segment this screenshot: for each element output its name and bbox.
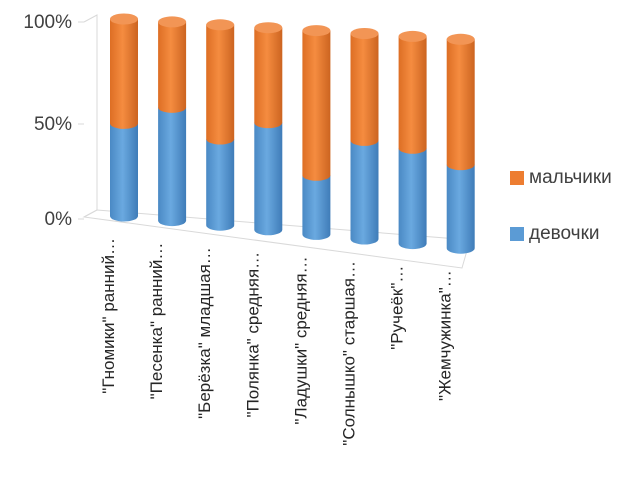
x-tick-label: "Ладушки" средняя… xyxy=(291,256,310,424)
bar-top-cap xyxy=(398,30,427,42)
bar-top-cap xyxy=(254,22,283,34)
x-tick-label: "Песенка" ранний… xyxy=(147,243,166,400)
bar-top-cap xyxy=(446,33,475,45)
bar-stack xyxy=(350,28,379,245)
bar-stack xyxy=(254,22,283,236)
y-tick-label: 50% xyxy=(34,114,72,135)
x-tick-label: "Полянка" средняя… xyxy=(243,252,262,418)
x-tick-label: "Ручеёк"… xyxy=(388,266,407,350)
bar-stack xyxy=(302,25,331,240)
x-tick-label: "Берёзка" младшая… xyxy=(195,247,214,419)
bar-stack xyxy=(398,30,427,250)
legend-swatch-boys xyxy=(510,171,524,185)
chart-legend: мальчики девочки xyxy=(510,166,630,278)
bar-segment-boys xyxy=(110,19,138,129)
bar-top-cap xyxy=(206,19,235,31)
bar-segment-girls xyxy=(206,139,235,231)
legend-item-boys: мальчики xyxy=(510,166,630,190)
bar-stack xyxy=(446,33,475,254)
chart-back-wall xyxy=(83,14,98,218)
bar-segment-girls xyxy=(398,148,427,250)
bar-top-cap xyxy=(302,25,331,37)
bar-segment-boys xyxy=(398,36,427,154)
bar-stack xyxy=(110,13,138,222)
bar-segment-boys xyxy=(254,27,283,129)
bar-stack xyxy=(158,16,187,227)
x-tick-label: "Солнышко" старшая… xyxy=(340,261,359,446)
y-tick-label: 0% xyxy=(45,209,73,230)
bar-top-cap xyxy=(110,13,138,25)
x-tick-label: "Гномики" ранний… xyxy=(99,238,118,394)
bar-segment-girls xyxy=(110,123,138,222)
bar-segment-girls xyxy=(254,122,283,236)
legend-item-girls: девочки xyxy=(510,222,630,246)
legend-label-boys: мальчики xyxy=(529,167,612,188)
bar-segment-girls xyxy=(350,140,379,245)
bar-segment-girls xyxy=(158,107,187,227)
bar-segment-boys xyxy=(206,24,235,145)
legend-swatch-girls xyxy=(510,227,524,241)
y-tick-label: 100% xyxy=(23,12,72,33)
x-tick-label: "Жемчужинка"… xyxy=(436,270,455,401)
bar-segment-boys xyxy=(446,39,475,171)
bar-top-cap xyxy=(350,28,379,39)
bar-segment-girls xyxy=(446,164,475,254)
bar-segment-girls xyxy=(302,175,331,240)
bar-segment-boys xyxy=(302,30,331,181)
bar-stack xyxy=(206,19,235,231)
bar-segment-boys xyxy=(158,21,187,113)
bar-top-cap xyxy=(158,16,187,28)
bar-segment-boys xyxy=(350,33,379,146)
legend-label-girls: девочки xyxy=(529,223,600,244)
